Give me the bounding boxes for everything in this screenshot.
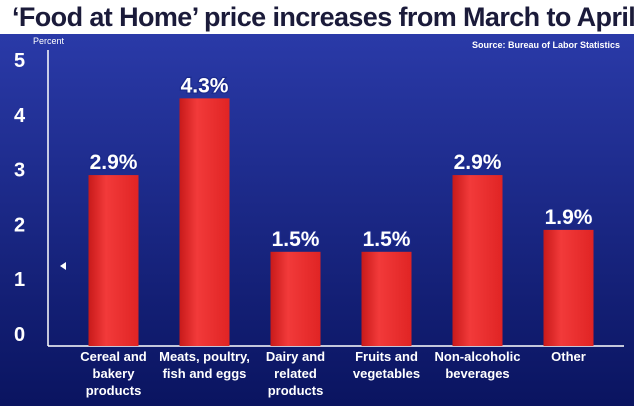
y-tick-label: 1: [14, 269, 25, 291]
value-label: 1.5%: [363, 228, 411, 251]
chart-title: ‘Food at Home’ price increases from Marc…: [12, 2, 634, 32]
category-label: related: [274, 366, 317, 381]
category-label: Other: [551, 349, 586, 364]
category-label: vegetables: [353, 366, 420, 381]
value-label: 1.9%: [545, 206, 593, 229]
bar: [452, 175, 503, 346]
y-ticks: 0 1 2 3 4 5: [14, 50, 26, 346]
category-label: beverages: [445, 366, 509, 381]
y-tick-label: 4: [14, 105, 26, 127]
value-label: 4.3%: [181, 74, 229, 97]
bar: [543, 229, 594, 346]
category-label: Dairy and: [266, 349, 325, 364]
triangle-marker-icon: [60, 262, 66, 270]
y-tick-label: 0: [14, 324, 25, 346]
value-labels: 2.9% 4.3% 1.5% 1.5% 2.9% 1.9%: [88, 73, 594, 252]
y-tick-label: 3: [14, 160, 25, 182]
category-label: products: [86, 383, 142, 398]
category-label: bakery: [93, 366, 136, 381]
category-label: fish and eggs: [163, 366, 247, 381]
value-label: 2.9%: [454, 151, 502, 174]
category-label: Fruits and: [355, 349, 418, 364]
bar: [361, 251, 412, 346]
bar: [88, 175, 139, 346]
bar: [179, 98, 230, 346]
y-tick-label: 2: [14, 214, 25, 236]
y-tick-label: 5: [14, 50, 25, 72]
source-text: Source: Bureau of Labor Statistics: [472, 40, 620, 50]
y-axis-label: Percent: [33, 36, 65, 46]
value-label: 1.5%: [272, 228, 320, 251]
value-label: 2.9%: [90, 151, 138, 174]
bars: [88, 98, 594, 346]
category-labels: Cereal and bakery products Meats, poultry, f…: [80, 349, 586, 398]
category-label: Non-alcoholic: [435, 349, 521, 364]
category-label: products: [268, 383, 324, 398]
bar: [270, 251, 321, 346]
category-label: Cereal and: [80, 349, 147, 364]
category-label: Meats, poultry,: [159, 349, 250, 364]
